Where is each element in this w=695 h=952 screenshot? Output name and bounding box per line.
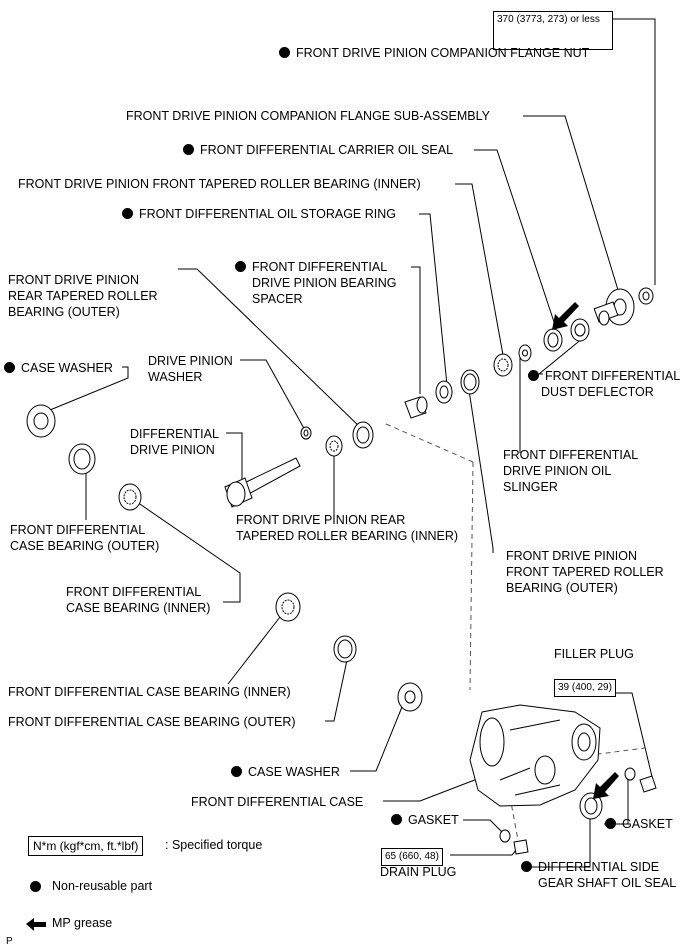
- leader-case-washer-bottom: [350, 701, 405, 772]
- label-front-bearing-outer-line2: FRONT TAPERED ROLLER: [506, 565, 664, 579]
- leader-case-bearing-inner-right: [227, 616, 281, 685]
- nonreusable-dot-icon: [30, 881, 41, 892]
- label-flange-sub-assembly: FRONT DRIVE PINION COMPANION FLANGE SUB-…: [126, 109, 490, 123]
- case-bearing-outer-left-part: [68, 443, 96, 475]
- label-case-bearing-outer-right: FRONT DIFFERENTIAL CASE BEARING (OUTER): [8, 715, 296, 729]
- leader-case-bearing-inner-left: [133, 499, 241, 603]
- grease-legend-arrow-icon: [26, 918, 46, 931]
- label-front-bearing-inner: FRONT DRIVE PINION FRONT TAPERED ROLLER …: [18, 177, 421, 191]
- leader-front-bearing-outer: [466, 376, 494, 553]
- label-gasket-left: GASKET: [391, 812, 459, 828]
- drive-pinion-part: [224, 457, 301, 508]
- label-case-washer-bottom: CASE WASHER: [231, 764, 340, 780]
- label-rear-bearing-inner-line2: TAPERED ROLLER BEARING (INNER): [236, 529, 459, 543]
- label-diff-pinion-line2: DRIVE PINION: [130, 443, 215, 457]
- corner-mark: P: [6, 936, 13, 947]
- leader-filler-plug: [616, 692, 655, 786]
- leader-diff-pinion: [226, 432, 243, 480]
- label-oil-slinger-line2: DRIVE PINION OIL: [503, 464, 612, 478]
- carrier-oil-seal-part: [543, 328, 563, 352]
- label-front-bearing-outer-line1: FRONT DRIVE PINION: [506, 549, 638, 563]
- grease-arrow-icon: [593, 772, 619, 799]
- label-filler-plug: FILLER PLUG: [554, 647, 634, 661]
- leader-drain-plug: [450, 847, 519, 856]
- label-oil-slinger-line3: SLINGER: [503, 480, 558, 494]
- label-case-bearing-inner-left-line1: FRONT DIFFERENTIAL: [66, 585, 202, 599]
- differential-case-part: [469, 704, 601, 807]
- label-differential-case: FRONT DIFFERENTIAL CASE: [191, 795, 364, 809]
- legend-torque-box: N*m (kgf*cm, ft.*lbf): [28, 836, 144, 856]
- filler-plug-part: [624, 767, 657, 793]
- drain-plug-part: [499, 829, 529, 855]
- label-side-gear-seal-line1: DIFFERENTIAL SIDE: [521, 859, 659, 875]
- leader-rear-bearing-outer: [178, 268, 364, 431]
- dust-deflector-part: [570, 318, 590, 342]
- case-bearing-outer-right-part: [333, 635, 357, 663]
- label-drain-plug: DRAIN PLUG: [380, 865, 457, 879]
- label-case-bearing-inner-left-line2: CASE BEARING (INNER): [66, 601, 211, 615]
- leader-carrier-seal: [474, 149, 557, 329]
- legend-grease-text: MP grease: [52, 916, 113, 930]
- label-rear-bearing-inner-line1: FRONT DRIVE PINION REAR: [236, 513, 406, 527]
- label-case-bearing-inner-right: FRONT DIFFERENTIAL CASE BEARING (INNER): [8, 685, 291, 699]
- torque-value: 39 (400, 29): [558, 682, 612, 693]
- label-dust-deflector-line2: DUST DEFLECTOR: [541, 385, 654, 399]
- label-pinion-washer-line1: DRIVE PINION: [148, 354, 233, 368]
- leader-front-bearing-inner: [455, 183, 504, 356]
- torque-box-flange-nut: 370 (3773, 273) or less: [493, 11, 613, 50]
- label-spacer-line3: SPACER: [252, 292, 303, 306]
- leader-pinion-washer: [240, 359, 307, 433]
- legend-torque-text: : Specified torque: [165, 838, 263, 852]
- leader-case-bearing-outer-right: [325, 659, 348, 722]
- label-spacer-line1: FRONT DIFFERENTIAL: [235, 259, 387, 275]
- front-bearing-inner-part: [493, 353, 513, 377]
- label-diff-pinion-line1: DIFFERENTIAL: [130, 427, 219, 441]
- label-rear-bearing-outer-line1: FRONT DRIVE PINION: [8, 273, 140, 287]
- oil-storage-ring-part: [435, 380, 453, 404]
- leader-flange-sub: [523, 115, 619, 291]
- oil-slinger-part: [518, 344, 532, 362]
- label-case-bearing-outer-left-line1: FRONT DIFFERENTIAL: [10, 523, 146, 537]
- case-bearing-inner-right-part: [275, 592, 301, 622]
- bearing-spacer-part: [404, 396, 428, 419]
- label-side-gear-seal-line2: GEAR SHAFT OIL SEAL: [538, 876, 677, 890]
- legend-torque-sample: N*m (kgf*cm, ft.*lbf): [33, 839, 139, 853]
- torque-value: 65 (660, 48): [385, 851, 439, 862]
- leader-diff-case: [383, 775, 486, 802]
- label-case-bearing-outer-left-line2: CASE BEARING (OUTER): [10, 539, 160, 553]
- label-flange-nut: FRONT DRIVE PINION COMPANION FLANGE NUT: [279, 45, 589, 61]
- torque-box-filler-plug: 39 (400, 29): [554, 679, 616, 697]
- torque-value: 370 (3773, 273) or less: [497, 14, 600, 25]
- label-pinion-washer-line2: WASHER: [148, 370, 203, 384]
- front-bearing-outer-part: [460, 369, 480, 395]
- leader-oil-ring: [419, 213, 448, 386]
- case-washer-top-part: [26, 404, 56, 438]
- leader-spacer: [411, 266, 421, 394]
- leader-case-washer-top: [49, 366, 129, 411]
- rear-bearing-outer-part: [352, 421, 374, 449]
- drive-pinion-washer-part: [300, 426, 312, 440]
- label-front-bearing-outer-line3: BEARING (OUTER): [506, 581, 618, 595]
- label-oil-slinger-line1: FRONT DIFFERENTIAL: [503, 448, 639, 462]
- label-case-washer-top: CASE WASHER: [4, 360, 113, 376]
- label-gasket-right: GASKET: [605, 816, 673, 832]
- label-dust-deflector-line1: FRONT DIFFERENTIAL: [528, 368, 680, 384]
- companion-flange-part: [593, 288, 635, 326]
- torque-box-drain-plug: 65 (660, 48): [381, 848, 443, 866]
- case-bearing-inner-left-part: [118, 483, 142, 511]
- side-gear-seal-part: [579, 792, 603, 820]
- label-rear-bearing-outer-line3: BEARING (OUTER): [8, 305, 120, 319]
- label-rear-bearing-outer-line2: REAR TAPERED ROLLER: [8, 289, 158, 303]
- leader-flange-nut: [612, 18, 656, 285]
- label-carrier-oil-seal: FRONT DIFFERENTIAL CARRIER OIL SEAL: [183, 142, 453, 158]
- flange-nut-part: [638, 287, 654, 305]
- case-washer-bottom-part: [397, 682, 423, 712]
- grease-arrow-icon: [552, 302, 579, 330]
- leader-gasket-left: [463, 819, 503, 833]
- label-oil-storage-ring: FRONT DIFFERENTIAL OIL STORAGE RING: [122, 206, 396, 222]
- legend-nonreusable-text: Non-reusable part: [52, 879, 153, 893]
- label-spacer-line2: DRIVE PINION BEARING: [252, 276, 397, 290]
- rear-bearing-inner-part: [325, 435, 343, 457]
